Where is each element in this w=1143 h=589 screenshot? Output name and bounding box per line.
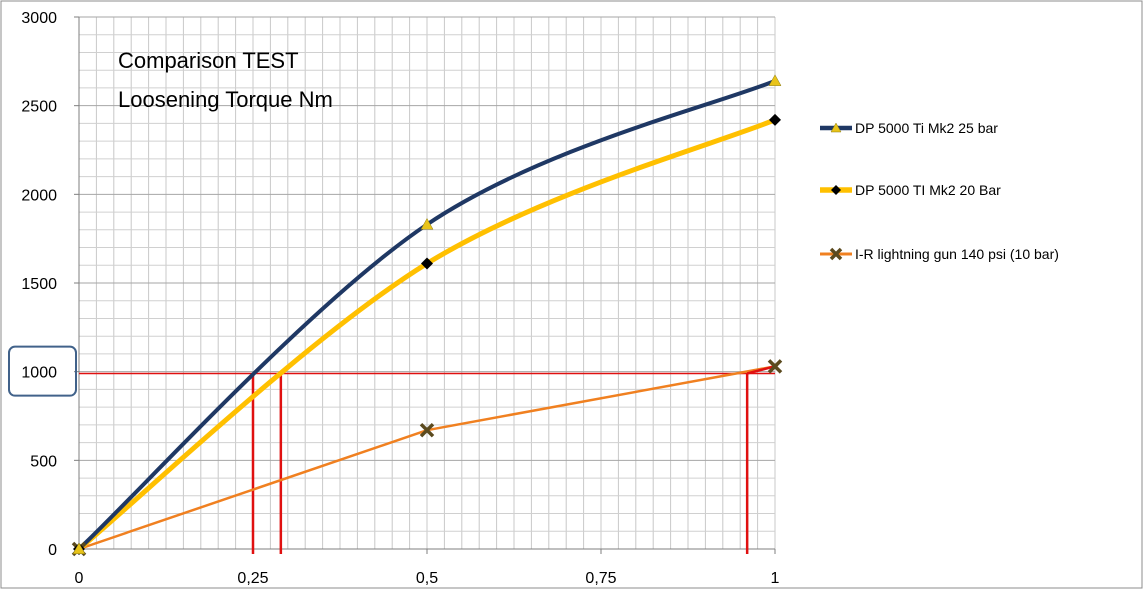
y-tick-label: 1500 (21, 276, 57, 293)
data-point-series-1 (420, 217, 434, 230)
data-point-series-1 (768, 74, 782, 86)
reference-lines (79, 372, 775, 554)
y-tick-label: 1000 (21, 365, 57, 382)
legend: DP 5000 Ti Mk2 25 bar DP 5000 TI Mk2 20 B… (820, 120, 1059, 262)
x-tick-label: 0,25 (237, 570, 268, 587)
series-group (71, 74, 783, 557)
y-tick-label: 0 (48, 542, 57, 559)
y-tick-label: 500 (30, 453, 57, 470)
marker-stroke (419, 422, 435, 438)
legend-label: DP 5000 TI Mk2 20 Bar (855, 182, 1001, 198)
legend-label: DP 5000 Ti Mk2 25 bar (855, 120, 998, 136)
legend-swatch-marker (830, 122, 842, 133)
marker-stroke (829, 247, 843, 261)
data-point-series-1 (72, 542, 86, 555)
legend-label: I-R lightning gun 140 psi (10 bar) (855, 246, 1059, 262)
legend-swatch-marker (829, 247, 843, 261)
x-tick-label: 0 (75, 570, 84, 587)
y-tick-label: 2500 (21, 99, 57, 116)
data-point-series-2 (769, 113, 781, 126)
marker-stroke (767, 359, 783, 374)
x-tick-label: 0,5 (416, 570, 438, 587)
legend-item-3: I-R lightning gun 140 psi (10 bar) (820, 246, 1059, 262)
chart-title-line-2: Loosening Torque Nm (118, 87, 333, 112)
y-tick-label: 2000 (21, 187, 57, 204)
gridlines (79, 16, 776, 549)
x-tick-label: 1 (771, 570, 780, 587)
y-tick-highlight-box (8, 345, 77, 397)
series-3-highlight-segment (746, 365, 776, 375)
y-tick-label: 3000 (21, 10, 57, 27)
legend-item-2: DP 5000 TI Mk2 20 Bar (820, 182, 1001, 198)
data-point-series-2 (421, 257, 433, 270)
legend-item-1: DP 5000 Ti Mk2 25 bar (820, 120, 998, 136)
data-point-series-3 (767, 359, 783, 374)
legend-swatch-marker (831, 185, 841, 195)
tick-labels: 0 500 1000 1500 2000 2500 3000 0 0,25 0,5 0,75 1 (8, 10, 780, 587)
chart-title-line-1: Comparison TEST (118, 48, 299, 73)
x-tick-label: 0,75 (585, 570, 616, 587)
data-point-series-3 (419, 422, 435, 438)
